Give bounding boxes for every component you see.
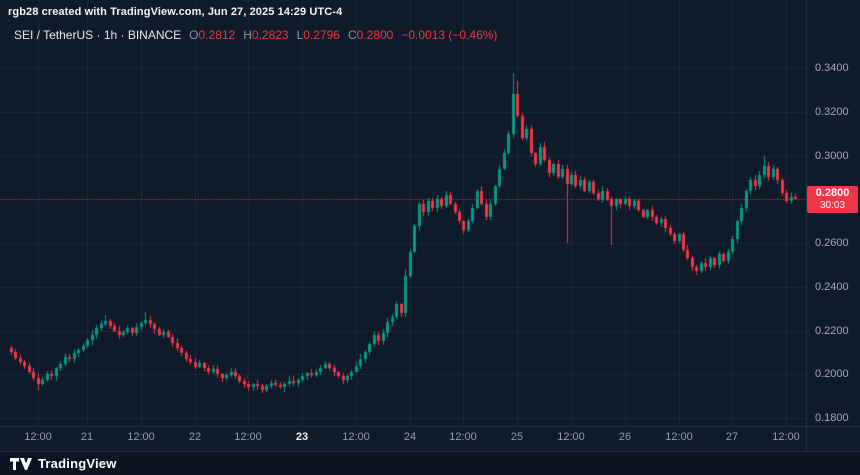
ohlc-low-label: L: [296, 28, 304, 42]
ohlc-high-value: 0.2823: [251, 28, 289, 42]
price-tick-label: 0.2400: [815, 281, 849, 293]
price-tick-label: 0.2600: [815, 237, 849, 249]
bar-countdown: 30:03: [819, 200, 846, 211]
price-change: −0.0013 (−0.46%): [401, 28, 498, 42]
ohlc-open-value: 0.2812: [198, 28, 236, 42]
time-axis[interactable]: 12:00 21 12:00 22 12:00 23 12:00 24 12:00 25 12:00…: [0, 431, 806, 447]
ohlc-close-label: C: [347, 28, 357, 42]
last-price-value: 0.2800: [815, 187, 850, 199]
ohlc-high-label: H: [243, 28, 252, 42]
price-tick-label: 0.2200: [815, 325, 849, 337]
symbol-title[interactable]: SEI / TetherUS · 1h · BINANCE: [14, 28, 182, 42]
time-tick-label: 12:00: [234, 431, 262, 443]
time-tick-label: 12:00: [342, 431, 370, 443]
time-tick-label: 23: [295, 431, 309, 443]
time-tick-label: 26: [618, 431, 632, 443]
ohlc-close-value: 0.2800: [356, 28, 394, 42]
ohlc-open-label: O: [189, 28, 199, 42]
tradingview-brand[interactable]: TradingView: [38, 456, 117, 471]
time-tick-label: 22: [188, 431, 202, 443]
time-tick-label: 12:00: [24, 431, 52, 443]
time-tick-label: 12:00: [449, 431, 477, 443]
time-tick-label: 12:00: [665, 431, 693, 443]
attribution-text: rgb28 created with TradingView.com, Jun …: [8, 6, 343, 18]
time-tick-label: 27: [725, 431, 739, 443]
price-tick-label: 0.3400: [815, 62, 849, 74]
last-price-badge: 0.2800 30:03: [807, 186, 858, 213]
ohlc-low-value: 0.2796: [303, 28, 340, 42]
time-tick-label: 21: [80, 431, 94, 443]
time-tick-label: 12:00: [557, 431, 585, 443]
price-tick-label: 0.3200: [815, 106, 849, 118]
tradingview-logo-icon: [10, 457, 32, 470]
footer-bar: TradingView: [0, 451, 860, 475]
price-tick-label: 0.1800: [815, 412, 849, 424]
time-tick-label: 12:00: [127, 431, 155, 443]
price-tick-label: 0.2000: [815, 368, 849, 380]
time-tick-label: 24: [403, 431, 417, 443]
time-tick-label: 25: [510, 431, 524, 443]
price-tick-label: 0.3000: [815, 150, 849, 162]
chart-legend: SEI / TetherUS · 1h · BINANCE O0.2812 H0.2…: [14, 28, 497, 42]
time-tick-label: 12:00: [772, 431, 800, 443]
candlestick-chart-canvas[interactable]: [0, 0, 860, 451]
price-axis[interactable]: 0.3400 0.3200 0.3000 0.2800 0.2600 0.2400 0.22…: [806, 0, 860, 451]
